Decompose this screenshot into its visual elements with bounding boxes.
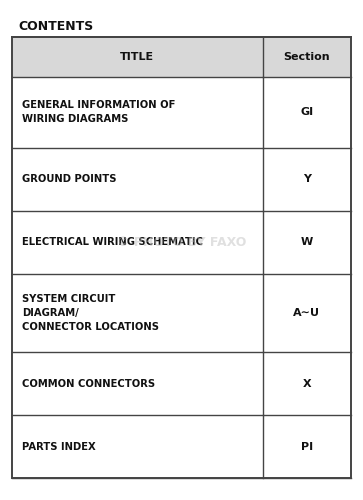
Text: Section: Section (284, 52, 330, 62)
Text: TITLE: TITLE (121, 52, 155, 62)
Bar (12, 37, 351, 478)
Bar (12, 37, 351, 478)
Bar (12, 37, 351, 76)
Text: GI: GI (300, 108, 314, 118)
Text: SYSTEM CIRCUIT
DIAGRAM/
CONNECTOR LOCATIONS: SYSTEM CIRCUIT DIAGRAM/ CONNECTOR LOCATI… (22, 294, 159, 332)
Text: GENERAL INFORMATION OF
WIRING DIAGRAMS: GENERAL INFORMATION OF WIRING DIAGRAMS (22, 100, 175, 124)
Text: © PHOTO BY FAXO: © PHOTO BY FAXO (117, 236, 246, 249)
Text: A∼U: A∼U (293, 308, 321, 318)
Text: ELECTRICAL WIRING SCHEMATIC: ELECTRICAL WIRING SCHEMATIC (22, 238, 203, 248)
Text: PARTS INDEX: PARTS INDEX (22, 442, 96, 452)
Text: CONTENTS: CONTENTS (18, 20, 93, 33)
Text: Y: Y (303, 174, 311, 184)
Text: W: W (301, 238, 313, 248)
Text: GROUND POINTS: GROUND POINTS (22, 174, 117, 184)
Text: X: X (303, 379, 311, 389)
Text: PI: PI (301, 442, 313, 452)
Text: COMMON CONNECTORS: COMMON CONNECTORS (22, 379, 155, 389)
